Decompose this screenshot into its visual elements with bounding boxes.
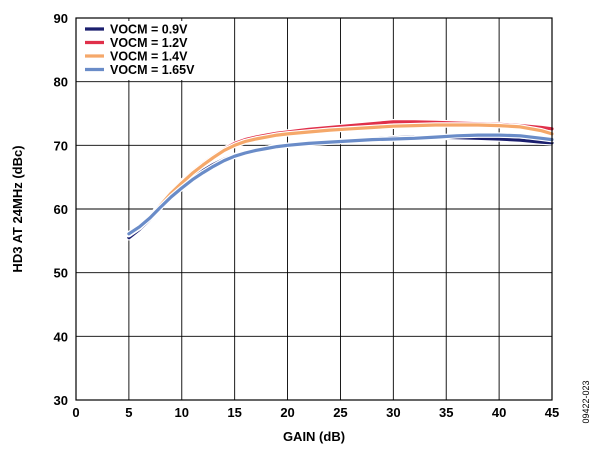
plot-frame xyxy=(75,17,553,401)
legend-label: VOCM = 1.2V xyxy=(110,36,188,50)
y-tick-labels: 30 40 50 60 70 80 90 xyxy=(54,11,68,408)
x-tick-label: 35 xyxy=(439,405,453,420)
x-tick-label: 15 xyxy=(227,405,241,420)
y-tick-label: 70 xyxy=(54,138,68,153)
x-tick-label: 10 xyxy=(175,405,189,420)
y-axis-title: HD3 AT 24MHz (dBc) xyxy=(10,145,25,272)
y-tick-label: 60 xyxy=(54,202,68,217)
figure-id-label: 09422-023 xyxy=(581,380,591,423)
series-line-3 xyxy=(127,123,554,237)
x-tick-label: 30 xyxy=(386,405,400,420)
x-tick-label: 45 xyxy=(545,405,559,420)
y-tick-label: 50 xyxy=(54,266,68,281)
x-tick-label: 40 xyxy=(492,405,506,420)
x-tick-label: 0 xyxy=(72,405,79,420)
legend-label: VOCM = 1.4V xyxy=(110,50,188,64)
x-tick-label: 5 xyxy=(125,405,132,420)
x-axis-title: GAIN (dB) xyxy=(283,429,345,444)
y-tick-label: 80 xyxy=(54,75,68,90)
legend-label: VOCM = 0.9V xyxy=(110,23,188,37)
y-tick-label: 90 xyxy=(54,11,68,26)
x-tick-labels: 0 5 10 15 20 25 30 35 40 45 xyxy=(72,405,559,420)
series-line-4 xyxy=(127,133,554,236)
x-tick-label: 20 xyxy=(280,405,294,420)
y-tick-label: 40 xyxy=(54,329,68,344)
y-tick-label: 30 xyxy=(54,393,68,408)
series-lines xyxy=(126,119,555,241)
x-tick-label: 25 xyxy=(333,405,347,420)
legend-label: VOCM = 1.65V xyxy=(110,63,195,77)
